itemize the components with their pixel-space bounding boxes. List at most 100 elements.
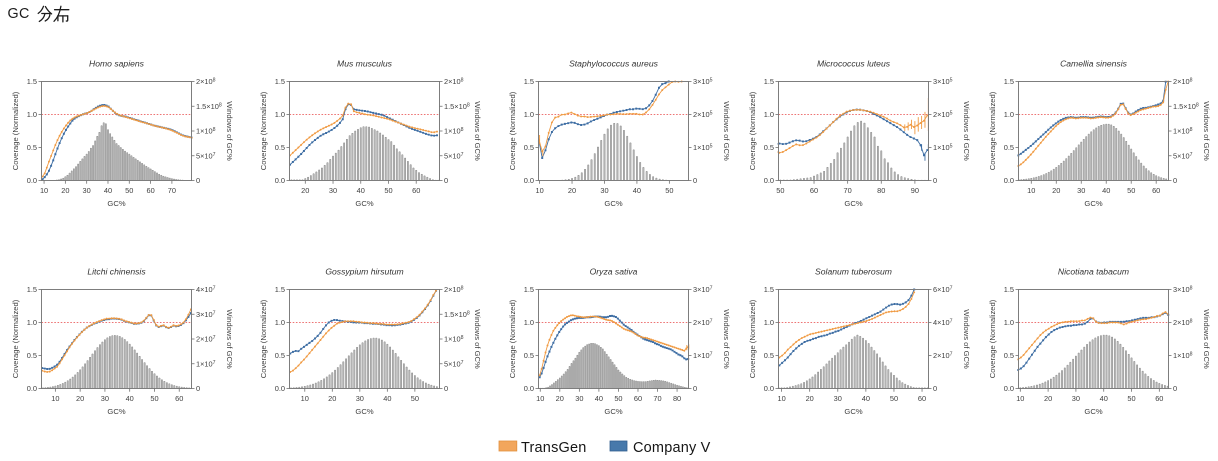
svg-text:1.5: 1.5	[524, 77, 534, 86]
svg-text:20: 20	[76, 394, 84, 403]
svg-text:1.5: 1.5	[27, 77, 37, 86]
svg-text:80: 80	[877, 186, 885, 195]
svg-text:20: 20	[301, 186, 309, 195]
svg-text:1.5: 1.5	[275, 285, 285, 294]
svg-text:2×105: 2×105	[933, 110, 953, 119]
svg-text:50: 50	[1127, 186, 1135, 195]
svg-text:10: 10	[536, 394, 544, 403]
svg-text:1.0: 1.0	[275, 110, 285, 119]
svg-text:0.0: 0.0	[275, 384, 285, 393]
svg-text:0: 0	[444, 384, 448, 393]
svg-text:Coverage (Normalized): Coverage (Normalized)	[748, 91, 757, 170]
svg-text:0.5: 0.5	[764, 143, 774, 152]
svg-text:50: 50	[384, 186, 392, 195]
svg-text:Litchi chinensis: Litchi chinensis	[87, 266, 146, 276]
svg-text:1.5: 1.5	[764, 77, 774, 86]
svg-text:Gossypium hirsutum: Gossypium hirsutum	[325, 266, 403, 276]
svg-text:4×107: 4×107	[933, 318, 953, 327]
svg-text:Windows of GC%: Windows of GC%	[722, 101, 731, 161]
svg-text:0.0: 0.0	[1004, 176, 1014, 185]
svg-text:1×108: 1×108	[1173, 127, 1193, 136]
svg-text:10: 10	[777, 394, 785, 403]
svg-text:1.0: 1.0	[764, 110, 774, 119]
svg-text:50: 50	[890, 394, 898, 403]
svg-text:0.5: 0.5	[764, 351, 774, 360]
svg-text:0.5: 0.5	[275, 143, 285, 152]
svg-text:30: 30	[575, 394, 583, 403]
svg-text:Solanum tuberosum: Solanum tuberosum	[815, 266, 892, 276]
svg-text:0.5: 0.5	[524, 351, 534, 360]
svg-text:Windows of GC%: Windows of GC%	[962, 101, 971, 161]
svg-text:0: 0	[693, 176, 697, 185]
svg-text:GC%: GC%	[844, 407, 862, 416]
svg-text:Camellia sinensis: Camellia sinensis	[1060, 58, 1128, 68]
svg-text:0.0: 0.0	[764, 176, 774, 185]
svg-text:30: 30	[600, 186, 608, 195]
svg-text:1.0: 1.0	[27, 318, 37, 327]
svg-text:50: 50	[614, 394, 622, 403]
svg-text:20: 20	[328, 394, 336, 403]
svg-text:GC%: GC%	[107, 199, 125, 208]
svg-text:1.0: 1.0	[27, 110, 37, 119]
svg-text:Nicotiana tabacum: Nicotiana tabacum	[1058, 266, 1129, 276]
svg-text:0: 0	[1173, 384, 1177, 393]
svg-text:30: 30	[1077, 186, 1085, 195]
svg-text:0: 0	[693, 384, 697, 393]
svg-text:30: 30	[1072, 394, 1080, 403]
svg-text:1.5: 1.5	[275, 77, 285, 86]
svg-text:10: 10	[1016, 394, 1024, 403]
svg-text:40: 40	[383, 394, 391, 403]
svg-text:0.0: 0.0	[764, 384, 774, 393]
svg-text:Coverage (Normalized): Coverage (Normalized)	[11, 91, 20, 170]
svg-text:1.0: 1.0	[1004, 318, 1014, 327]
svg-text:Windows of GC%: Windows of GC%	[473, 309, 482, 369]
svg-text:1.5: 1.5	[524, 285, 534, 294]
svg-text:1.0: 1.0	[524, 110, 534, 119]
svg-text:GC%: GC%	[1084, 407, 1102, 416]
svg-text:Windows of GC%: Windows of GC%	[722, 309, 731, 369]
svg-text:1×105: 1×105	[693, 143, 713, 152]
svg-text:60: 60	[810, 186, 818, 195]
svg-text:70: 70	[844, 186, 852, 195]
svg-text:5×107: 5×107	[196, 151, 216, 160]
svg-text:Coverage (Normalized): Coverage (Normalized)	[988, 299, 997, 378]
svg-text:1.5: 1.5	[764, 285, 774, 294]
svg-text:1×108: 1×108	[196, 127, 216, 136]
svg-text:0.0: 0.0	[27, 176, 37, 185]
svg-text:0.5: 0.5	[524, 143, 534, 152]
svg-text:0.5: 0.5	[27, 143, 37, 152]
svg-text:70: 70	[653, 394, 661, 403]
svg-text:80: 80	[673, 394, 681, 403]
svg-text:1×108: 1×108	[444, 127, 464, 136]
svg-text:2×107: 2×107	[196, 335, 216, 344]
svg-text:3×105: 3×105	[693, 77, 713, 86]
svg-text:50: 50	[665, 186, 673, 195]
svg-text:GC%: GC%	[355, 407, 373, 416]
svg-text:0: 0	[933, 176, 937, 185]
svg-text:3×105: 3×105	[933, 77, 953, 86]
svg-text:90: 90	[911, 186, 919, 195]
svg-text:Windows of GC%: Windows of GC%	[225, 309, 234, 369]
svg-text:50: 50	[125, 186, 133, 195]
svg-text:40: 40	[104, 186, 112, 195]
svg-text:Coverage (Normalized): Coverage (Normalized)	[259, 299, 268, 378]
svg-text:2×108: 2×108	[1173, 318, 1193, 327]
svg-text:Mus musculus: Mus musculus	[337, 58, 393, 68]
svg-text:50: 50	[411, 394, 419, 403]
svg-text:40: 40	[357, 186, 365, 195]
svg-text:Coverage (Normalized): Coverage (Normalized)	[11, 299, 20, 378]
svg-text:40: 40	[595, 394, 603, 403]
svg-text:40: 40	[1100, 394, 1108, 403]
svg-text:2×105: 2×105	[693, 110, 713, 119]
svg-text:GC%: GC%	[604, 199, 622, 208]
svg-text:1.5: 1.5	[1004, 77, 1014, 86]
svg-text:Coverage (Normalized): Coverage (Normalized)	[748, 299, 757, 378]
svg-text:20: 20	[61, 186, 69, 195]
svg-text:3×107: 3×107	[693, 285, 713, 294]
svg-text:GC%: GC%	[844, 199, 862, 208]
svg-text:0: 0	[196, 384, 200, 393]
svg-text:20: 20	[1052, 186, 1060, 195]
svg-text:GC%: GC%	[107, 407, 125, 416]
svg-text:5×107: 5×107	[444, 151, 464, 160]
svg-text:GC: GC	[8, 6, 30, 22]
